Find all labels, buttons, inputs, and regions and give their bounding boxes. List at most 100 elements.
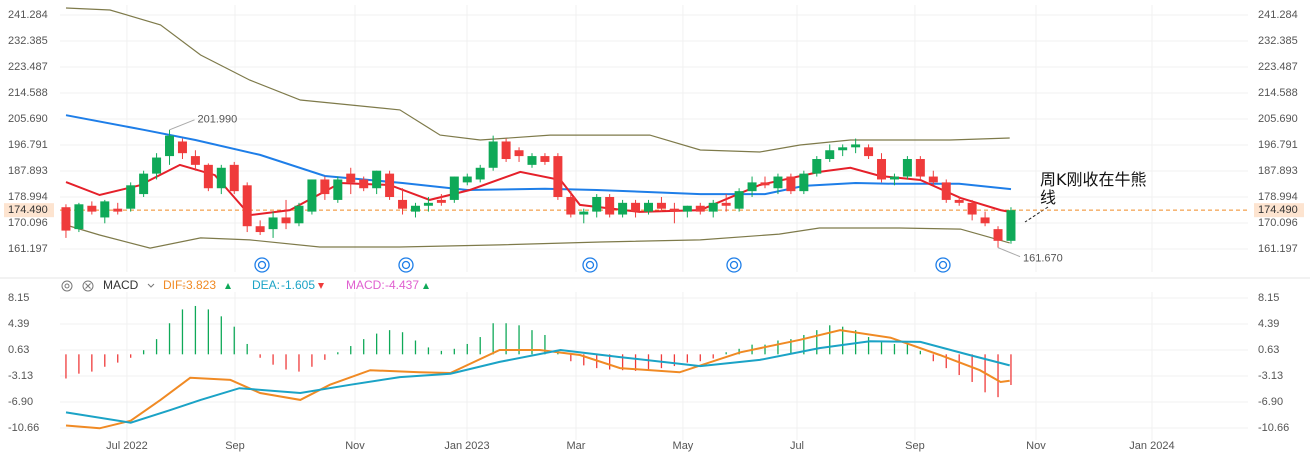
candle-body xyxy=(139,173,149,195)
candle-body xyxy=(126,185,136,209)
x-tick-label: Nov xyxy=(345,440,365,452)
candle-body xyxy=(605,196,615,215)
candle-body xyxy=(799,173,809,192)
legend-value: -4.437 xyxy=(385,278,419,292)
candle-body xyxy=(993,229,1003,241)
y-tick-label: 205.690 xyxy=(1258,113,1298,125)
candle-body xyxy=(268,217,278,230)
candle-body xyxy=(915,159,925,177)
candle-body xyxy=(786,176,796,192)
candle-body xyxy=(553,156,563,197)
candle-body xyxy=(177,141,187,154)
y-tick-label: 4.39 xyxy=(8,318,29,330)
candle-body xyxy=(385,173,395,197)
macd-line xyxy=(65,329,1010,430)
candle-body xyxy=(436,199,446,203)
candle-body xyxy=(74,204,84,230)
candle-body xyxy=(980,217,990,224)
candle-body xyxy=(967,202,977,215)
candle-body xyxy=(721,202,731,206)
candle-body xyxy=(320,179,330,195)
candle-body xyxy=(618,202,628,215)
y-tick-label: 161.197 xyxy=(8,243,48,255)
y-tick-label: 232.385 xyxy=(8,35,48,47)
candle-body xyxy=(902,159,912,177)
price-tag-label: 174.490 xyxy=(8,204,48,216)
y-tick-label: 214.588 xyxy=(1258,87,1298,99)
candle-body xyxy=(514,150,524,157)
candle-body xyxy=(592,196,602,212)
y-tick-label: -10.66 xyxy=(8,422,39,434)
y-tick-label: 223.487 xyxy=(1258,61,1298,73)
x-tick-label: Jul 2022 xyxy=(106,440,148,452)
candle-body xyxy=(540,156,550,162)
y-tick-label: -6.90 xyxy=(1258,396,1283,408)
candle-body xyxy=(190,156,200,165)
candle-body xyxy=(1006,210,1016,241)
y-tick-label: 223.487 xyxy=(8,61,48,73)
candle-body xyxy=(372,170,382,189)
y-tick-label: 196.791 xyxy=(8,139,48,151)
candle-body xyxy=(682,205,692,212)
y-tick-label: 232.385 xyxy=(1258,35,1298,47)
x-tick-label: Mar xyxy=(567,440,586,452)
candle-body xyxy=(941,182,951,200)
candle-body xyxy=(216,167,226,189)
candle-body xyxy=(152,157,162,174)
candle-body xyxy=(566,196,576,215)
x-tick-label: Jan 2023 xyxy=(444,440,489,452)
y-tick-label: -10.66 xyxy=(1258,422,1289,434)
candle-body xyxy=(100,201,110,218)
candle-body xyxy=(307,179,317,212)
candle-body xyxy=(579,211,589,215)
candle-body xyxy=(708,202,718,212)
annotation-label: 201.990 xyxy=(198,114,238,126)
candle-body xyxy=(773,176,783,189)
candle-body xyxy=(527,156,537,165)
price-tag xyxy=(1254,203,1304,218)
y-tick-label: 187.893 xyxy=(8,165,48,177)
toolbar-icons[interactable] xyxy=(61,280,155,292)
y-tick-label: -3.13 xyxy=(1258,370,1283,382)
y-tick-label: 161.197 xyxy=(1258,243,1298,255)
legend-name: MACD: xyxy=(346,278,385,292)
y-tick-label: -6.90 xyxy=(8,396,33,408)
candle-body xyxy=(203,164,213,189)
candle-body xyxy=(825,150,835,160)
candle-body xyxy=(346,173,356,183)
annotation-label: 161.670 xyxy=(1023,253,1063,265)
candle-body xyxy=(281,217,291,224)
candle-body xyxy=(889,176,899,180)
x-tick-label: Sep xyxy=(905,440,925,452)
y-tick-label: 178.994 xyxy=(8,191,48,203)
candle-body xyxy=(229,164,239,192)
trend-arrow xyxy=(318,283,324,289)
y-tick-label: 170.096 xyxy=(1258,217,1298,229)
candle-body xyxy=(760,182,770,186)
y-tick-label: 196.791 xyxy=(1258,139,1298,151)
candle-body xyxy=(462,176,472,183)
candle-body xyxy=(294,205,304,224)
annotation-leader xyxy=(997,247,1021,258)
legend-value: -3.823 xyxy=(182,278,216,292)
ma-line xyxy=(65,114,1012,196)
y-tick-label: 214.588 xyxy=(8,87,48,99)
x-tick-label: Nov xyxy=(1026,440,1046,452)
y-tick-label: 0.63 xyxy=(8,344,29,356)
x-tick-label: May xyxy=(673,440,694,452)
candle-body xyxy=(631,202,641,212)
candle-body xyxy=(501,141,511,160)
y-tick-label: 170.096 xyxy=(8,217,48,229)
candle-body xyxy=(165,135,175,157)
candle-body xyxy=(812,159,822,174)
legend-name: DEA: xyxy=(252,278,280,292)
y-tick-label: 205.690 xyxy=(8,113,48,125)
x-tick-label: Sep xyxy=(225,440,245,452)
candle-body xyxy=(488,141,498,168)
y-tick-label: -3.13 xyxy=(8,370,33,382)
indicator-name: MACD xyxy=(103,278,139,292)
candle-body xyxy=(475,167,485,180)
y-tick-label: 0.63 xyxy=(1258,344,1279,356)
